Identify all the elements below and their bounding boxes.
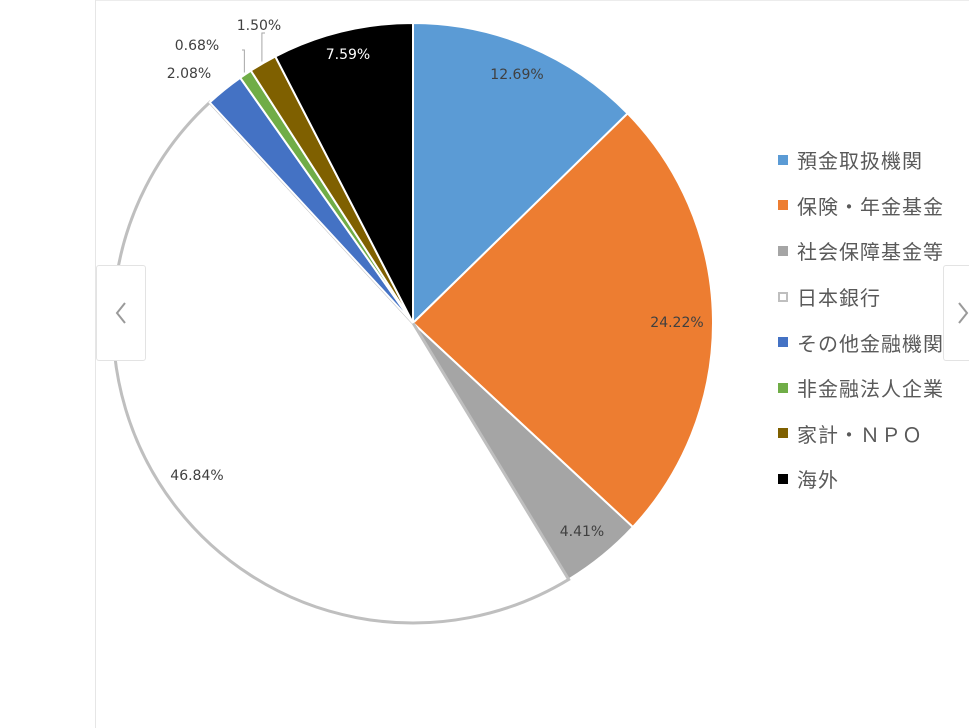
legend-swatch	[778, 382, 788, 393]
legend-label: 家計・ＮＰＯ	[797, 422, 923, 447]
legend-item: 日本銀行	[778, 274, 944, 320]
legend-label: 社会保障基金等	[797, 240, 944, 265]
legend-label: その他金融機関	[797, 331, 944, 356]
data-label: 2.08%	[167, 66, 211, 82]
legend-label: 海外	[797, 468, 839, 493]
legend-item: 家計・ＮＰＯ	[778, 411, 944, 457]
data-label: 0.68%	[175, 38, 219, 54]
data-label: 4.41%	[560, 524, 604, 540]
legend-swatch	[778, 245, 788, 256]
legend-item: 海外	[778, 456, 944, 502]
data-label: 12.69%	[490, 67, 543, 83]
pie-slice	[411, 111, 714, 529]
legend-swatch	[778, 291, 788, 302]
previous-button[interactable]	[96, 265, 146, 361]
legend-item: 社会保障基金等	[778, 228, 944, 274]
chevron-left-icon	[115, 302, 126, 324]
legend-item: 預金取扱機関	[778, 137, 944, 183]
pie-slices	[111, 21, 714, 625]
leader-line	[261, 32, 265, 62]
legend-item: 非金融法人企業	[778, 365, 944, 411]
legend-label: 非金融法人企業	[797, 377, 944, 402]
legend-label: 保険・年金基金	[797, 194, 944, 219]
data-label: 1.50%	[237, 18, 281, 34]
legend-label: 日本銀行	[797, 286, 881, 311]
pie-slice	[273, 21, 414, 324]
legend-item: その他金融機関	[778, 319, 944, 365]
frame-left-border	[95, 0, 96, 728]
pie-slice	[412, 21, 630, 326]
next-button[interactable]	[943, 265, 969, 361]
legend-label: 預金取扱機関	[797, 149, 923, 174]
legend-swatch	[778, 200, 788, 211]
leader-line	[242, 49, 245, 73]
legend-swatch	[778, 473, 788, 484]
data-label: 24.22%	[650, 315, 703, 331]
data-label: 46.84%	[170, 468, 223, 484]
legend: 預金取扱機関 保険・年金基金 社会保障基金等 日本銀行 その他金融機関 非金融法…	[778, 137, 944, 502]
data-labels: 12.69% 24.22% 4.41% 46.84% 2.08% 0.68% 1.50% 7.…	[167, 18, 704, 540]
leader-lines	[242, 32, 265, 73]
legend-swatch	[778, 428, 788, 439]
legend-item: 保険・年金基金	[778, 183, 944, 229]
frame-top-border	[95, 0, 969, 1]
legend-swatch	[778, 154, 788, 165]
pie-slice	[111, 100, 571, 625]
data-label: 7.59%	[326, 47, 370, 63]
legend-swatch	[778, 337, 788, 348]
chevron-right-icon	[958, 302, 969, 324]
